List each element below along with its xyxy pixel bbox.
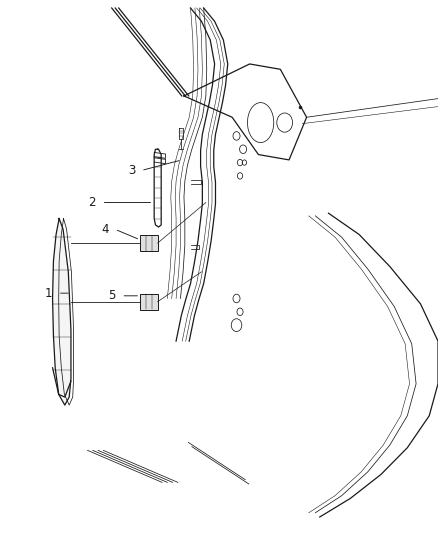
Polygon shape <box>53 219 71 405</box>
Text: 2: 2 <box>88 196 96 209</box>
Text: 1: 1 <box>44 287 52 300</box>
Text: 4: 4 <box>101 223 109 236</box>
Text: 5: 5 <box>108 289 115 302</box>
FancyBboxPatch shape <box>140 235 158 251</box>
Text: 3: 3 <box>128 164 135 177</box>
FancyBboxPatch shape <box>140 294 158 310</box>
